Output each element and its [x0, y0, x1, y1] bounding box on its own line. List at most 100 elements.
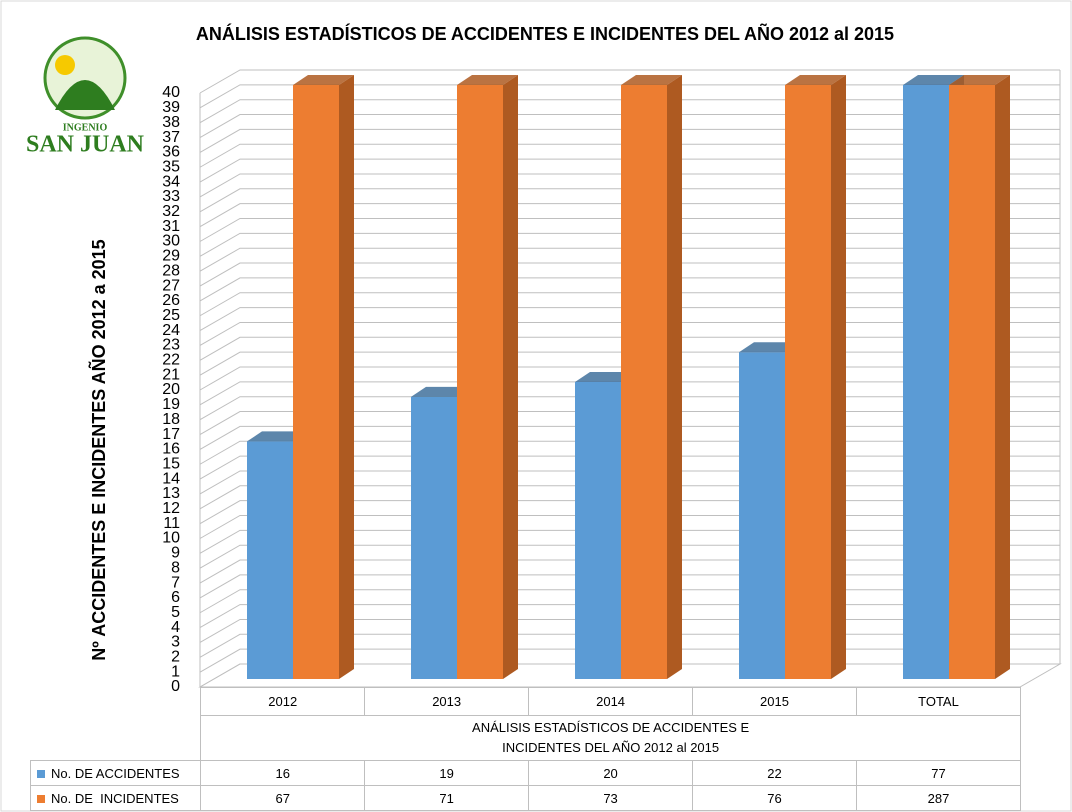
y-tick-label: 5 — [171, 604, 180, 621]
bar-side — [503, 75, 518, 679]
bar-top — [621, 75, 682, 85]
bar-top — [247, 431, 308, 442]
legend-swatch — [37, 769, 45, 778]
series-row: No. DE INCIDENTES 67 71 73 76 287 — [29, 785, 1022, 811]
logo-figure — [55, 80, 115, 110]
y-tick-label: 35 — [162, 158, 180, 175]
logo-big: SAN JUAN — [26, 132, 145, 158]
bar-top — [949, 75, 1010, 85]
y-tick-label: 15 — [162, 455, 180, 472]
x-tick-label: TOTAL — [855, 687, 1022, 716]
bar-side — [995, 75, 1010, 679]
y-tick-label: 2 — [171, 649, 180, 666]
bar — [457, 75, 518, 679]
data-table: 2012 2013 2014 2015 TOTAL ANÁLISIS ESTADÍSTIC… — [29, 687, 1022, 811]
bar-side — [339, 75, 354, 679]
series-row: No. DE ACCIDENTES 16 19 20 22 77 — [29, 760, 1022, 786]
x-axis-label-cell: ANÁLISIS ESTADÍSTICOS DE ACCIDENTES E IN… — [200, 715, 1021, 761]
bar — [621, 75, 682, 679]
table-value: 16 — [200, 760, 366, 786]
bar-front — [575, 382, 621, 679]
bar-front — [949, 85, 995, 679]
bar — [949, 75, 1010, 679]
bar-top — [293, 75, 354, 85]
x-tick-label: 2013 — [364, 687, 530, 716]
table-value: 19 — [364, 760, 530, 786]
bar-front — [785, 85, 831, 679]
y-tick-label: 7 — [171, 574, 180, 591]
bar-top — [785, 75, 846, 85]
y-tick-label: 1 — [171, 663, 180, 680]
y-tick-label: 9 — [171, 545, 180, 562]
y-tick-label: 30 — [162, 233, 180, 250]
y-tick-label: 18 — [162, 411, 180, 428]
logo-sun — [55, 55, 75, 75]
bar-top — [903, 75, 964, 85]
y-tick-label: 34 — [162, 173, 180, 190]
y-tick-label: 31 — [162, 218, 180, 235]
bar-top — [457, 75, 518, 85]
legend-swatch — [37, 794, 45, 803]
bar-front — [293, 85, 339, 679]
y-tick-label: 22 — [162, 352, 180, 369]
xlabel-row: ANÁLISIS ESTADÍSTICOS DE ACCIDENTES E IN… — [31, 715, 1021, 761]
y-tick-label: 8 — [171, 559, 180, 576]
y-axis-label: Nº ACCIDENTES E INCIDENTES AÑO 2012 a 20… — [88, 239, 109, 660]
bar-side — [831, 75, 846, 679]
table-value: 76 — [692, 785, 857, 811]
y-tick-label: 13 — [162, 485, 180, 502]
logo: INGENIO SAN JUAN — [26, 36, 145, 158]
x-tick-label: 2015 — [692, 687, 857, 716]
legend-label: No. DE INCIDENTES — [51, 790, 179, 806]
bar — [293, 75, 354, 679]
bar-front — [411, 396, 457, 679]
y-tick-label: 24 — [162, 322, 180, 339]
y-tick-label: 21 — [162, 366, 180, 383]
bar-top — [411, 386, 472, 397]
blank-cell — [31, 688, 201, 716]
table-value: 287 — [855, 785, 1022, 811]
bar-top — [575, 372, 636, 382]
table-value: 20 — [528, 760, 694, 786]
y-tick-label: 32 — [162, 203, 180, 220]
y-tick-label: 28 — [162, 262, 180, 279]
y-tick-label: 36 — [162, 144, 180, 161]
legend-cell: No. DE INCIDENTES — [29, 785, 202, 811]
legend-label: No. DE ACCIDENTES — [51, 765, 180, 781]
bar-front — [903, 85, 949, 679]
y-tick-label: 33 — [162, 188, 180, 205]
y-tick-label: 16 — [162, 441, 180, 458]
bar-front — [621, 85, 667, 679]
y-tick-label: 37 — [162, 129, 180, 146]
y-tick-label: 6 — [171, 589, 180, 606]
table-value: 22 — [692, 760, 857, 786]
y-tick-label: 19 — [162, 396, 180, 413]
bar-front — [457, 85, 503, 679]
chart-title: ANÁLISIS ESTADÍSTICOS DE ACCIDENTES E IN… — [196, 23, 894, 44]
legend-cell: No. DE ACCIDENTES — [29, 760, 202, 786]
y-tick-label: 38 — [162, 114, 180, 131]
y-tick-label: 12 — [162, 500, 180, 517]
y-tick-label: 14 — [162, 470, 180, 487]
y-tick-label: 11 — [163, 515, 180, 532]
x-axis-label: ANÁLISIS ESTADÍSTICOS DE ACCIDENTES E IN… — [472, 720, 750, 755]
table-value: 77 — [855, 760, 1022, 786]
y-tick-label: 20 — [162, 381, 180, 398]
y-tick-label: 0 — [171, 678, 180, 695]
bar-top — [739, 342, 800, 353]
category-row: 2012 2013 2014 2015 TOTAL — [31, 687, 1022, 716]
y-tick-label: 23 — [162, 337, 180, 354]
y-tick-label: 3 — [171, 634, 180, 651]
bar-front — [739, 352, 785, 679]
y-tick-label: 40 — [162, 84, 180, 101]
y-tick-label: 27 — [162, 277, 180, 294]
bar — [785, 75, 846, 679]
x-tick-label: 2012 — [200, 687, 366, 716]
bar-side — [667, 75, 682, 679]
table-value: 73 — [528, 785, 694, 811]
y-tick-label: 26 — [162, 292, 180, 309]
table-value: 71 — [364, 785, 530, 811]
table-value: 67 — [200, 785, 366, 811]
